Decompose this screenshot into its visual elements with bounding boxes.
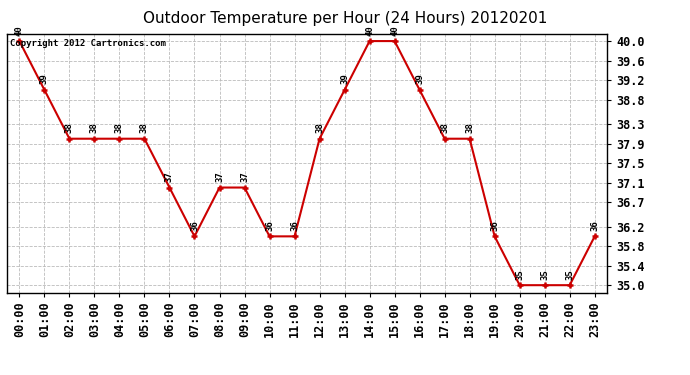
Text: 36: 36 [590, 220, 599, 231]
Text: Outdoor Temperature per Hour (24 Hours) 20120201: Outdoor Temperature per Hour (24 Hours) … [143, 11, 547, 26]
Text: 38: 38 [315, 122, 324, 133]
Text: 38: 38 [90, 122, 99, 133]
Text: 40: 40 [390, 25, 399, 36]
Text: 38: 38 [440, 122, 449, 133]
Text: 36: 36 [490, 220, 499, 231]
Text: 37: 37 [215, 171, 224, 182]
Text: 35: 35 [565, 269, 574, 280]
Text: 35: 35 [515, 269, 524, 280]
Text: 37: 37 [165, 171, 174, 182]
Text: 38: 38 [140, 122, 149, 133]
Text: 35: 35 [540, 269, 549, 280]
Text: 40: 40 [15, 25, 24, 36]
Text: 39: 39 [340, 74, 349, 84]
Text: Copyright 2012 Cartronics.com: Copyright 2012 Cartronics.com [10, 39, 166, 48]
Text: 38: 38 [65, 122, 74, 133]
Text: 39: 39 [40, 74, 49, 84]
Text: 36: 36 [265, 220, 274, 231]
Text: 36: 36 [190, 220, 199, 231]
Text: 40: 40 [365, 25, 374, 36]
Text: 36: 36 [290, 220, 299, 231]
Text: 39: 39 [415, 74, 424, 84]
Text: 38: 38 [465, 122, 474, 133]
Text: 37: 37 [240, 171, 249, 182]
Text: 38: 38 [115, 122, 124, 133]
